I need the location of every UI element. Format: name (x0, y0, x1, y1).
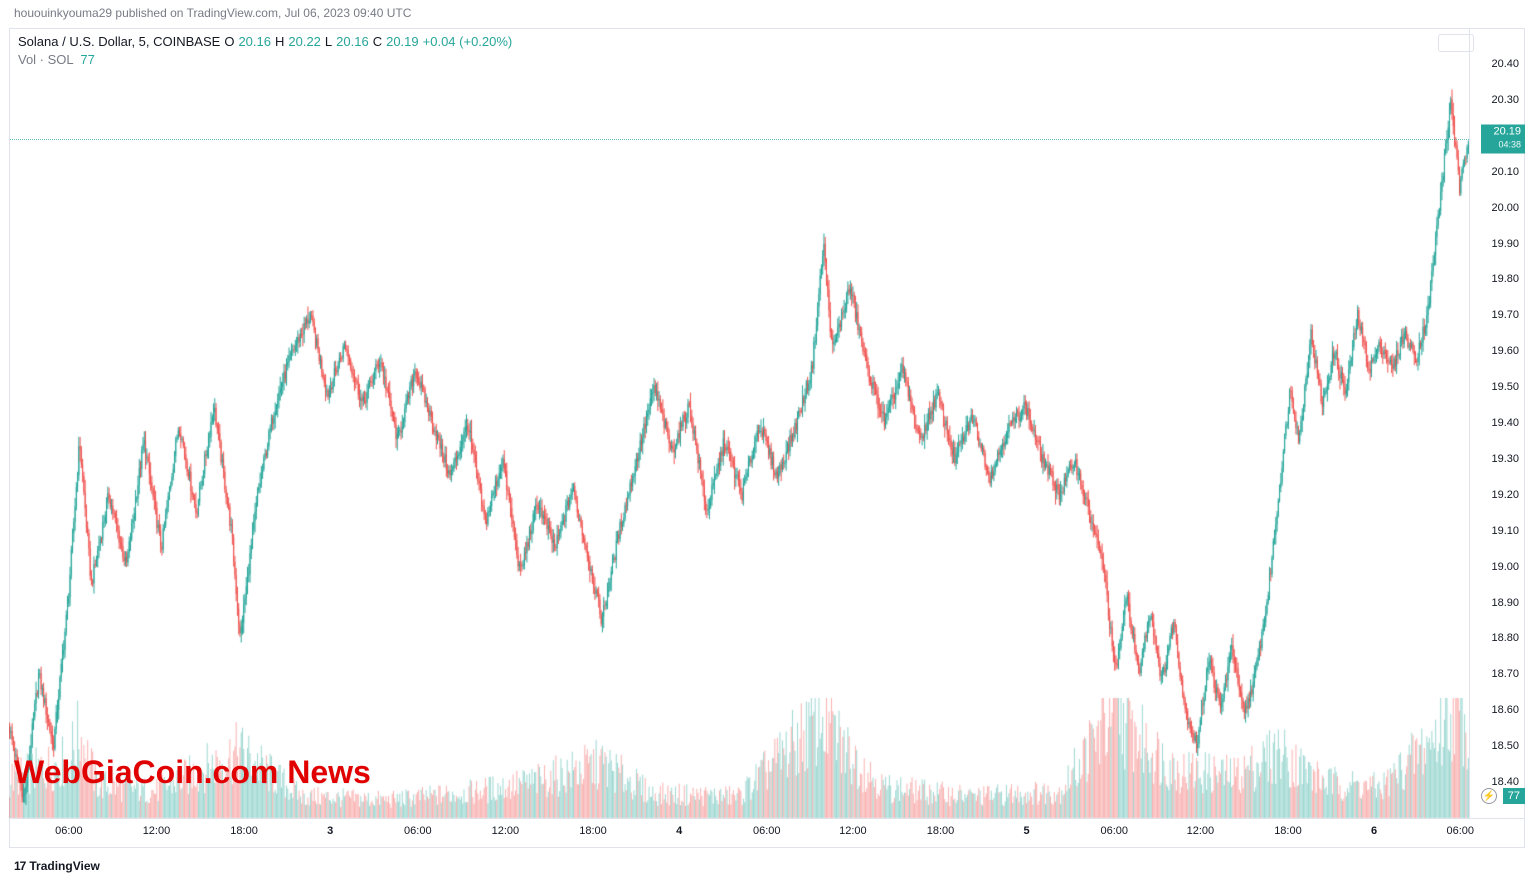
time-tick: 12:00 (1187, 825, 1215, 837)
price-tick: 19.20 (1491, 489, 1519, 501)
time-tick: 18:00 (927, 825, 955, 837)
time-tick: 06:00 (404, 825, 432, 837)
current-price-line (10, 139, 1469, 140)
tradingview-text: TradingView (29, 859, 99, 873)
time-tick: 06:00 (55, 825, 83, 837)
price-chart-canvas[interactable] (9, 28, 1469, 848)
time-tick: 4 (676, 825, 682, 837)
price-tick: 18.80 (1491, 632, 1519, 644)
time-tick: 5 (1024, 825, 1030, 837)
price-tick: 20.40 (1491, 58, 1519, 70)
volume-axis-badge: 77 (1503, 788, 1525, 804)
price-tick: 19.30 (1491, 453, 1519, 465)
price-tick: 18.50 (1491, 740, 1519, 752)
time-tick: 18:00 (1274, 825, 1302, 837)
watermark-overlay: WebGiaCoin.com News (14, 754, 371, 791)
time-tick: 12:00 (839, 825, 867, 837)
time-tick: 6 (1371, 825, 1377, 837)
price-tick: 20.10 (1491, 166, 1519, 178)
tradingview-logo-icon: 17 (14, 859, 25, 873)
price-tick: 19.00 (1491, 561, 1519, 573)
current-price-badge: 20.1904:38 (1481, 125, 1525, 154)
snap-icon[interactable] (1481, 788, 1497, 804)
price-tick: 18.90 (1491, 597, 1519, 609)
time-tick: 18:00 (230, 825, 258, 837)
time-tick: 06:00 (1446, 825, 1474, 837)
time-tick: 06:00 (1100, 825, 1128, 837)
price-tick: 20.30 (1491, 94, 1519, 106)
price-tick: 19.70 (1491, 309, 1519, 321)
time-tick: 12:00 (492, 825, 520, 837)
price-tick: 18.60 (1491, 704, 1519, 716)
price-tick: 18.40 (1491, 776, 1519, 788)
price-tick: 19.60 (1491, 345, 1519, 357)
time-tick: 06:00 (753, 825, 781, 837)
time-tick: 12:00 (143, 825, 171, 837)
price-tick: 19.80 (1491, 273, 1519, 285)
price-tick: 19.10 (1491, 525, 1519, 537)
tradingview-brand: 17 TradingView (14, 859, 100, 873)
price-tick: 19.40 (1491, 417, 1519, 429)
time-axis[interactable]: 06:00 12:00 18:00 3 06:00 12:00 18:00 4 06:00 12:… (9, 818, 1525, 848)
price-tick: 20.00 (1491, 202, 1519, 214)
price-tick: 19.50 (1491, 381, 1519, 393)
time-tick: 18:00 (579, 825, 607, 837)
price-tick: 18.70 (1491, 668, 1519, 680)
publish-info: hououinkyouma29 published on TradingView… (14, 6, 411, 20)
price-tick: 19.90 (1491, 238, 1519, 250)
time-tick: 3 (327, 825, 333, 837)
price-axis[interactable]: 20.40 20.30 20.10 20.00 19.90 19.80 19.70 19.60… (1469, 28, 1525, 818)
